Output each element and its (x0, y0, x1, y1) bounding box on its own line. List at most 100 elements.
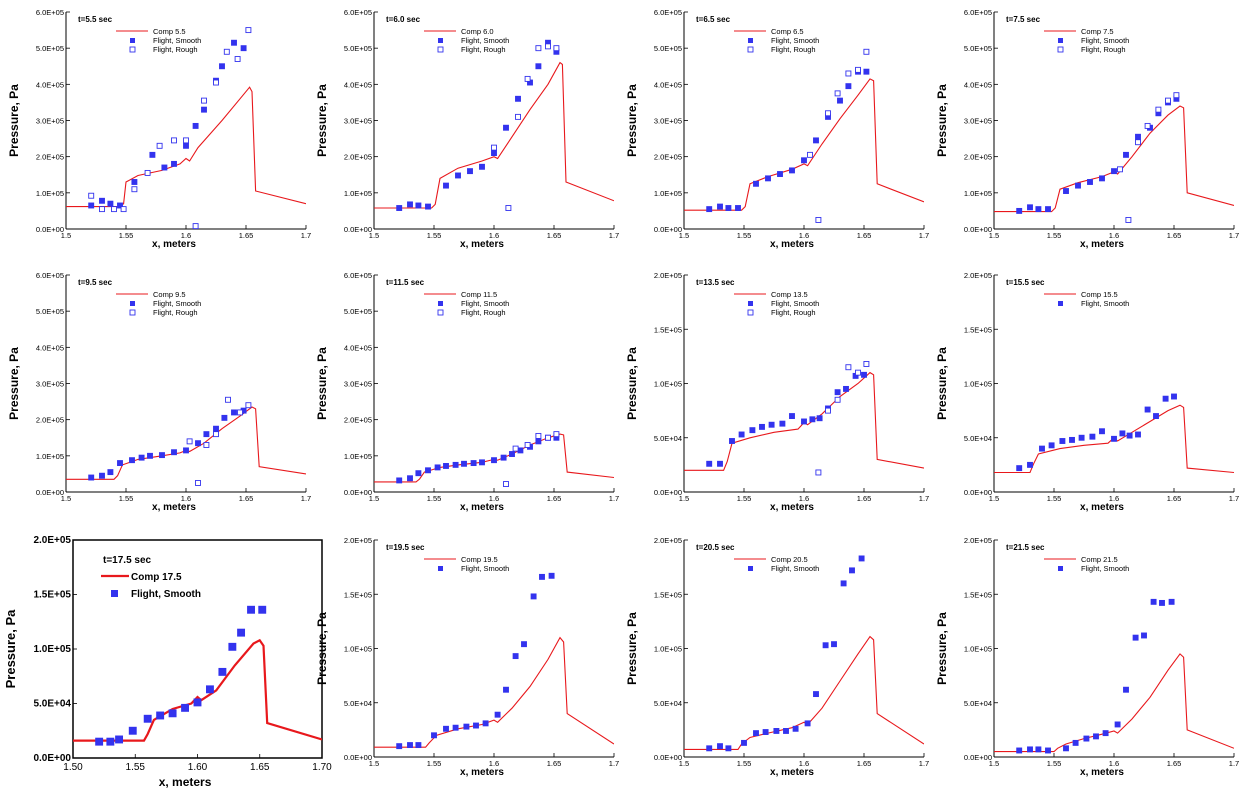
data-point-smooth (205, 685, 214, 694)
y-tick-label: 2.0E+05 (964, 153, 992, 162)
y-tick-label: 1.0E+05 (964, 189, 992, 198)
data-point-smooth (1114, 721, 1121, 728)
chart-title: t=20.5 sec (696, 543, 735, 552)
y-tick-label: 6.0E+05 (964, 8, 992, 17)
data-point-smooth (765, 175, 771, 182)
legend-label-smooth: Flight, Smooth (771, 564, 819, 573)
data-point-smooth (779, 420, 786, 427)
y-tick-label: 1.5E+05 (964, 590, 992, 599)
data-point-smooth (479, 163, 485, 170)
data-point-rough (99, 206, 105, 213)
data-point-smooth (491, 457, 497, 464)
data-point-smooth (203, 431, 210, 438)
plot-frame (72, 539, 323, 759)
data-point-smooth (735, 205, 741, 211)
y-tick-label: 0.0E+00 (654, 488, 682, 497)
data-point-smooth (1123, 686, 1129, 693)
data-point-rough (491, 144, 497, 151)
x-tick-label: 1.7 (1229, 231, 1239, 240)
data-point-rough (111, 206, 117, 213)
data-point-smooth (443, 463, 449, 469)
data-point-smooth (530, 593, 537, 600)
data-point-rough (825, 110, 831, 117)
y-tick-label: 3.0E+05 (344, 117, 372, 126)
data-point-smooth (509, 451, 515, 457)
y-axis-label: Pressure, Pa (935, 347, 949, 420)
y-tick-label: 1.0E+05 (36, 452, 64, 461)
data-point-smooth (143, 714, 152, 723)
x-tick-label: 1.55 (1047, 231, 1062, 240)
data-point-smooth (407, 475, 413, 482)
y-tick-label: 2.0E+05 (344, 536, 372, 545)
legend-label-comp: Comp 9.5 (153, 290, 186, 299)
y-tick-label: 2.0E+05 (654, 536, 682, 545)
data-point-smooth (1135, 431, 1141, 438)
data-point-smooth (213, 425, 219, 432)
legend-label-comp: Comp 5.5 (153, 27, 186, 36)
data-point-smooth (117, 460, 123, 467)
data-point-smooth (503, 124, 509, 131)
data-point-rough (131, 186, 138, 193)
data-point-smooth (396, 743, 403, 750)
data-point-smooth (1153, 413, 1159, 419)
x-axis-label: x, meters (770, 239, 814, 250)
data-point-rough (855, 369, 861, 376)
data-point-rough (807, 151, 813, 158)
y-tick-label: 4.0E+05 (344, 80, 372, 89)
x-tick-label: 1.65 (250, 762, 270, 773)
data-point-smooth (219, 63, 225, 70)
legend-label-smooth: Flight, Smooth (461, 36, 509, 45)
data-point-smooth (1159, 599, 1165, 606)
data-point-rough (512, 445, 519, 452)
x-tick-label: 1.65 (1167, 231, 1182, 240)
plot-area (73, 605, 322, 746)
x-tick-label: 1.6 (799, 231, 809, 240)
x-tick-label: 1.6 (799, 494, 809, 503)
data-point-rough (1165, 97, 1171, 104)
data-point-rough (171, 137, 177, 144)
data-point-smooth (1141, 632, 1147, 639)
y-tick-label: 2.0E+05 (36, 416, 64, 425)
data-point-smooth (777, 171, 783, 177)
y-tick-label: 3.0E+05 (654, 117, 682, 126)
data-point-smooth (396, 205, 403, 211)
y-tick-label: 5.0E+05 (654, 44, 682, 53)
data-point-smooth (809, 416, 816, 423)
data-point-smooth (1150, 598, 1157, 605)
legend-smooth-swatch (130, 38, 135, 43)
data-point-smooth (452, 724, 459, 731)
x-tick-label: 1.5 (369, 494, 379, 503)
data-point-smooth (231, 409, 237, 416)
x-axis-label: x, meters (152, 502, 196, 513)
plot-area (994, 393, 1234, 474)
data-point-smooth (717, 743, 723, 750)
data-point-rough (213, 431, 219, 438)
data-point-smooth (535, 438, 542, 445)
data-point-rough (815, 217, 822, 223)
y-tick-label: 5.0E+04 (964, 434, 992, 443)
data-point-rough (237, 409, 243, 416)
data-point-smooth (107, 469, 114, 476)
y-axis-label: Pressure, Pa (7, 347, 21, 420)
legend-rough-swatch (437, 309, 444, 316)
chart-title: t=7.5 sec (1006, 15, 1041, 24)
y-tick-label: 0.0E+00 (654, 225, 682, 234)
legend-label-smooth: Flight, Smooth (153, 299, 201, 308)
data-point-smooth (1035, 746, 1042, 753)
y-tick-label: 2.0E+05 (36, 153, 64, 162)
x-axis-label: x, meters (460, 239, 504, 250)
data-point-rough (845, 364, 852, 371)
x-tick-label: 1.55 (427, 494, 442, 503)
data-point-smooth (1089, 433, 1096, 440)
data-point-smooth (1045, 747, 1051, 754)
y-tick-label: 4.0E+05 (654, 80, 682, 89)
data-point-smooth (1045, 206, 1051, 213)
plot-area (66, 27, 306, 229)
x-tick-label: 1.55 (119, 494, 134, 503)
data-point-rough (225, 396, 231, 403)
data-point-smooth (1123, 151, 1129, 158)
data-point-smooth (725, 205, 732, 211)
y-tick-label: 0.0E+00 (344, 753, 372, 762)
data-point-rough (515, 113, 521, 120)
plot-area (684, 555, 924, 752)
